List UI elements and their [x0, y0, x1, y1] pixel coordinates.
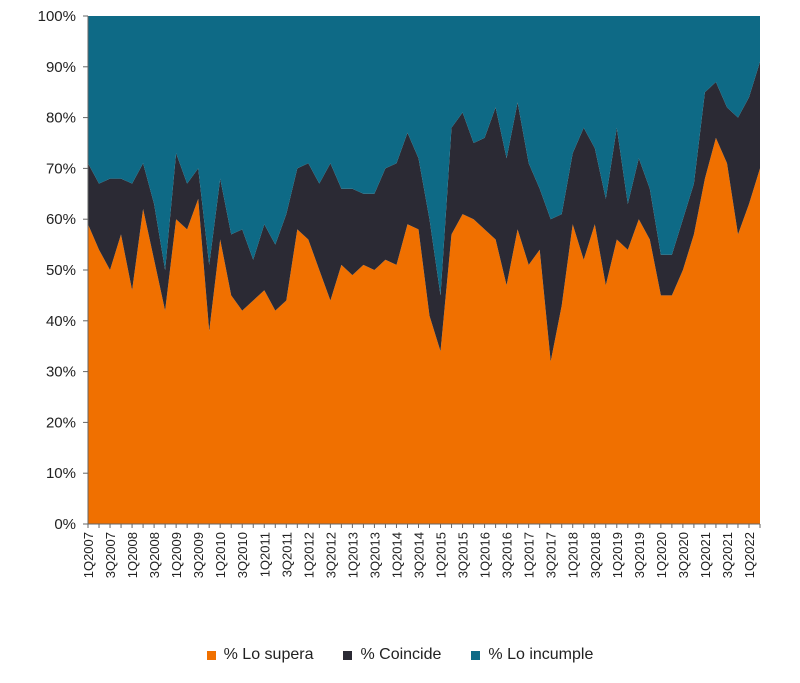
x-tick-label: 3Q2016: [500, 532, 515, 578]
x-tick-label: 1Q2022: [742, 532, 757, 578]
y-tick-label: 0%: [54, 516, 76, 533]
x-tick-label: 1Q2021: [698, 532, 713, 578]
x-tick-label: 3Q2013: [367, 532, 382, 578]
legend-item-lo-supera: % Lo supera: [206, 646, 314, 664]
x-tick-label: 3Q2008: [147, 532, 162, 578]
x-tick-label: 1Q2018: [566, 532, 581, 578]
legend-label-lo-incumple: % Lo incumple: [488, 646, 594, 663]
y-tick-label: 50%: [46, 262, 76, 279]
y-tick-label: 100%: [38, 8, 76, 25]
x-tick-label: 1Q2010: [213, 532, 228, 578]
x-tick-label: 1Q2013: [345, 532, 360, 578]
area-series-coincide: [88, 61, 760, 362]
x-tick-label: 1Q2012: [301, 532, 316, 578]
legend-item-coincide: % Coincide: [343, 646, 441, 664]
x-tick-label: 3Q2010: [235, 532, 250, 578]
legend-swatch-coincide: [343, 650, 353, 660]
y-tick-label: 40%: [46, 313, 76, 330]
x-tick-label: 1Q2007: [81, 532, 96, 578]
legend-swatch-lo-supera: [206, 650, 216, 660]
x-tick-label: 1Q2016: [478, 532, 493, 578]
x-tick-label: 3Q2007: [103, 532, 118, 578]
x-tick-label: 1Q2011: [257, 532, 272, 577]
y-tick-label: 30%: [46, 364, 76, 381]
x-tick-label: 3Q2012: [323, 532, 338, 578]
legend-swatch-lo-incumple: [471, 650, 481, 660]
x-tick-label: 3Q2021: [720, 532, 735, 578]
x-tick-label: 1Q2019: [610, 532, 625, 578]
x-tick-label: 3Q2014: [411, 532, 426, 578]
x-tick-label: 1Q2009: [169, 532, 184, 578]
stacked-area-plot: 0% 10% 20% 30% 40% 50% 60% 70% 80% 90% 100% 1Q2007 3…: [38, 8, 761, 578]
x-tick-label: 1Q2015: [434, 532, 449, 578]
x-tick-label: 3Q2018: [588, 532, 603, 578]
x-tick-label: 3Q2011: [279, 532, 294, 577]
x-tick-label: 3Q2019: [632, 532, 647, 578]
y-tick-label: 70%: [46, 160, 76, 177]
area-series-lo-supera: [88, 137, 760, 524]
x-tick-label: 3Q2020: [676, 532, 691, 578]
y-tick-label: 60%: [46, 211, 76, 228]
y-tick-label: 10%: [46, 465, 76, 482]
x-tick-label: 3Q2009: [191, 532, 206, 578]
x-tick-label: 1Q2008: [125, 532, 140, 578]
area-series-lo-incumple: [88, 16, 760, 296]
y-tick-label: 20%: [46, 414, 76, 431]
legend-item-lo-incumple: % Lo incumple: [471, 646, 593, 664]
x-tick-label: 3Q2017: [544, 532, 559, 578]
legend-label-coincide: % Coincide: [360, 646, 442, 663]
y-tick-label: 90%: [46, 59, 76, 76]
legend-label-lo-supera: % Lo supera: [223, 646, 314, 663]
legend: % Lo supera % Coincide % Lo incumple: [0, 646, 800, 664]
x-tick-label: 1Q2020: [654, 532, 669, 578]
x-tick-label: 1Q2014: [389, 532, 404, 578]
x-tick-label: 3Q2015: [456, 532, 471, 578]
x-tick-label: 1Q2017: [522, 532, 537, 578]
y-tick-label: 80%: [46, 110, 76, 127]
